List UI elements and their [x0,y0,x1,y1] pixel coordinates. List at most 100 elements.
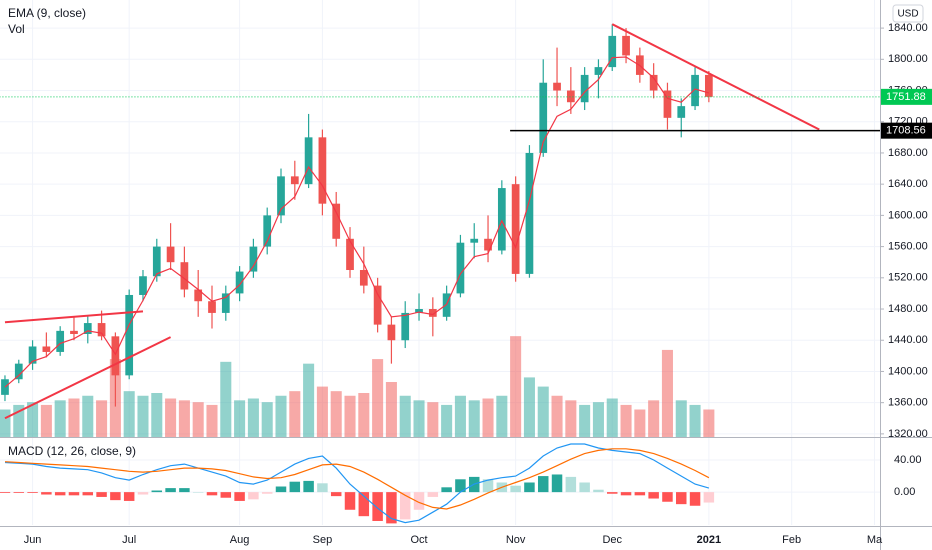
y-tick-label: 1440.00 [888,334,928,346]
candle-body [152,246,161,277]
macd-layer [0,443,715,524]
macd-histogram-bar [634,492,646,496]
x-tick-label: Oct [410,534,427,546]
volume-bar [468,400,480,437]
macd-histogram-bar [27,492,38,493]
ema-line [4,56,710,388]
y-tick-label: 1320.00 [888,428,928,440]
volume-bar [220,361,232,437]
candle-body [622,35,630,56]
volume-bar [454,395,466,437]
candle-body [608,35,617,68]
price-label-box [881,122,932,139]
macd-histogram-bar [648,492,659,499]
candle-body [277,176,285,216]
candle-body [442,293,451,317]
macd-line [4,443,710,524]
volume-bar [579,404,591,437]
volume-bar [68,398,80,437]
macd-histogram-bar [192,492,204,493]
macd-histogram-bar [455,479,466,493]
volume-bar [413,400,425,437]
volume-bar [289,391,301,437]
candle-body [166,246,175,263]
price-layer [0,23,880,420]
macd-histogram-bar [399,492,411,520]
volume-bar [661,349,673,437]
volume-bar [372,359,384,437]
macd-histogram-bar [248,492,259,500]
volume-bar [96,400,108,437]
signal-line [4,448,710,510]
macd-histogram-bar [275,486,287,493]
trendline [611,23,820,131]
macd-histogram-bar [206,492,218,496]
candle-body [235,271,244,294]
price-label: 1708.56 [886,125,926,137]
volume-bar [13,404,25,437]
candle-body [511,184,520,274]
macd-histogram-bar [662,492,673,502]
x-tick-label: Ma [867,534,883,546]
volume-bar [54,400,66,437]
candle-body [415,309,423,313]
candle-body [704,74,713,97]
candle-body [649,74,658,91]
candle-body [359,270,368,286]
volume-bar [330,391,342,437]
y-tick-label: 1640.00 [888,178,928,190]
volume-bar [565,400,577,437]
price-label: 1751.88 [886,91,926,103]
volume-bar [441,404,453,437]
volume-bar [482,398,494,437]
x-tick-label: Aug [230,534,250,546]
macd-histogram-bar [54,492,66,496]
macd-histogram-bar [96,492,107,497]
currency-label[interactable]: USD [897,9,918,20]
volume-bar [496,395,508,437]
x-tick-label: 2021 [697,534,721,546]
volume-bar [192,402,204,437]
macd-histogram-bar [68,492,80,496]
candle-body [318,137,327,204]
macd-histogram-bar [482,479,494,493]
x-tick-label: Jul [122,534,136,546]
volume-bar [551,395,563,437]
volume-bar [316,386,328,437]
macd-histogram-bar [137,492,149,495]
volume-bar [82,395,94,437]
macd-histogram-bar [317,483,328,493]
currency-button[interactable] [892,4,924,23]
volume-legend: Vol [8,22,25,36]
volume-bar [40,404,52,437]
volume-bar [523,377,535,437]
candle-body [221,293,230,313]
volume-bar [675,400,687,437]
ema-legend: EMA (9, close) [8,6,86,20]
volume-bar [151,393,163,437]
y-tick-label: 1400.00 [888,365,928,377]
trendline [4,336,172,420]
volume-bar [0,409,11,437]
macd-tick-label: 40.00 [894,454,922,466]
candle-body [346,238,354,271]
volume-bar [703,409,715,437]
macd-histogram-bar [593,489,604,493]
candle-body [97,323,106,337]
macd-histogram-bar [261,492,273,494]
volume-bar [620,404,632,437]
volume-bar [427,402,439,437]
macd-histogram-bar [358,492,370,517]
x-tick-label: Dec [602,534,622,546]
volume-bar [27,402,39,437]
candle-body [180,262,189,290]
candle-body [83,323,92,334]
macd-histogram-bar [123,492,135,501]
volume-bar [358,393,370,437]
y-tick-label: 1800.00 [888,53,928,65]
candle-body [580,74,589,103]
volume-bar [385,382,397,437]
macd-histogram-bar [510,485,521,493]
